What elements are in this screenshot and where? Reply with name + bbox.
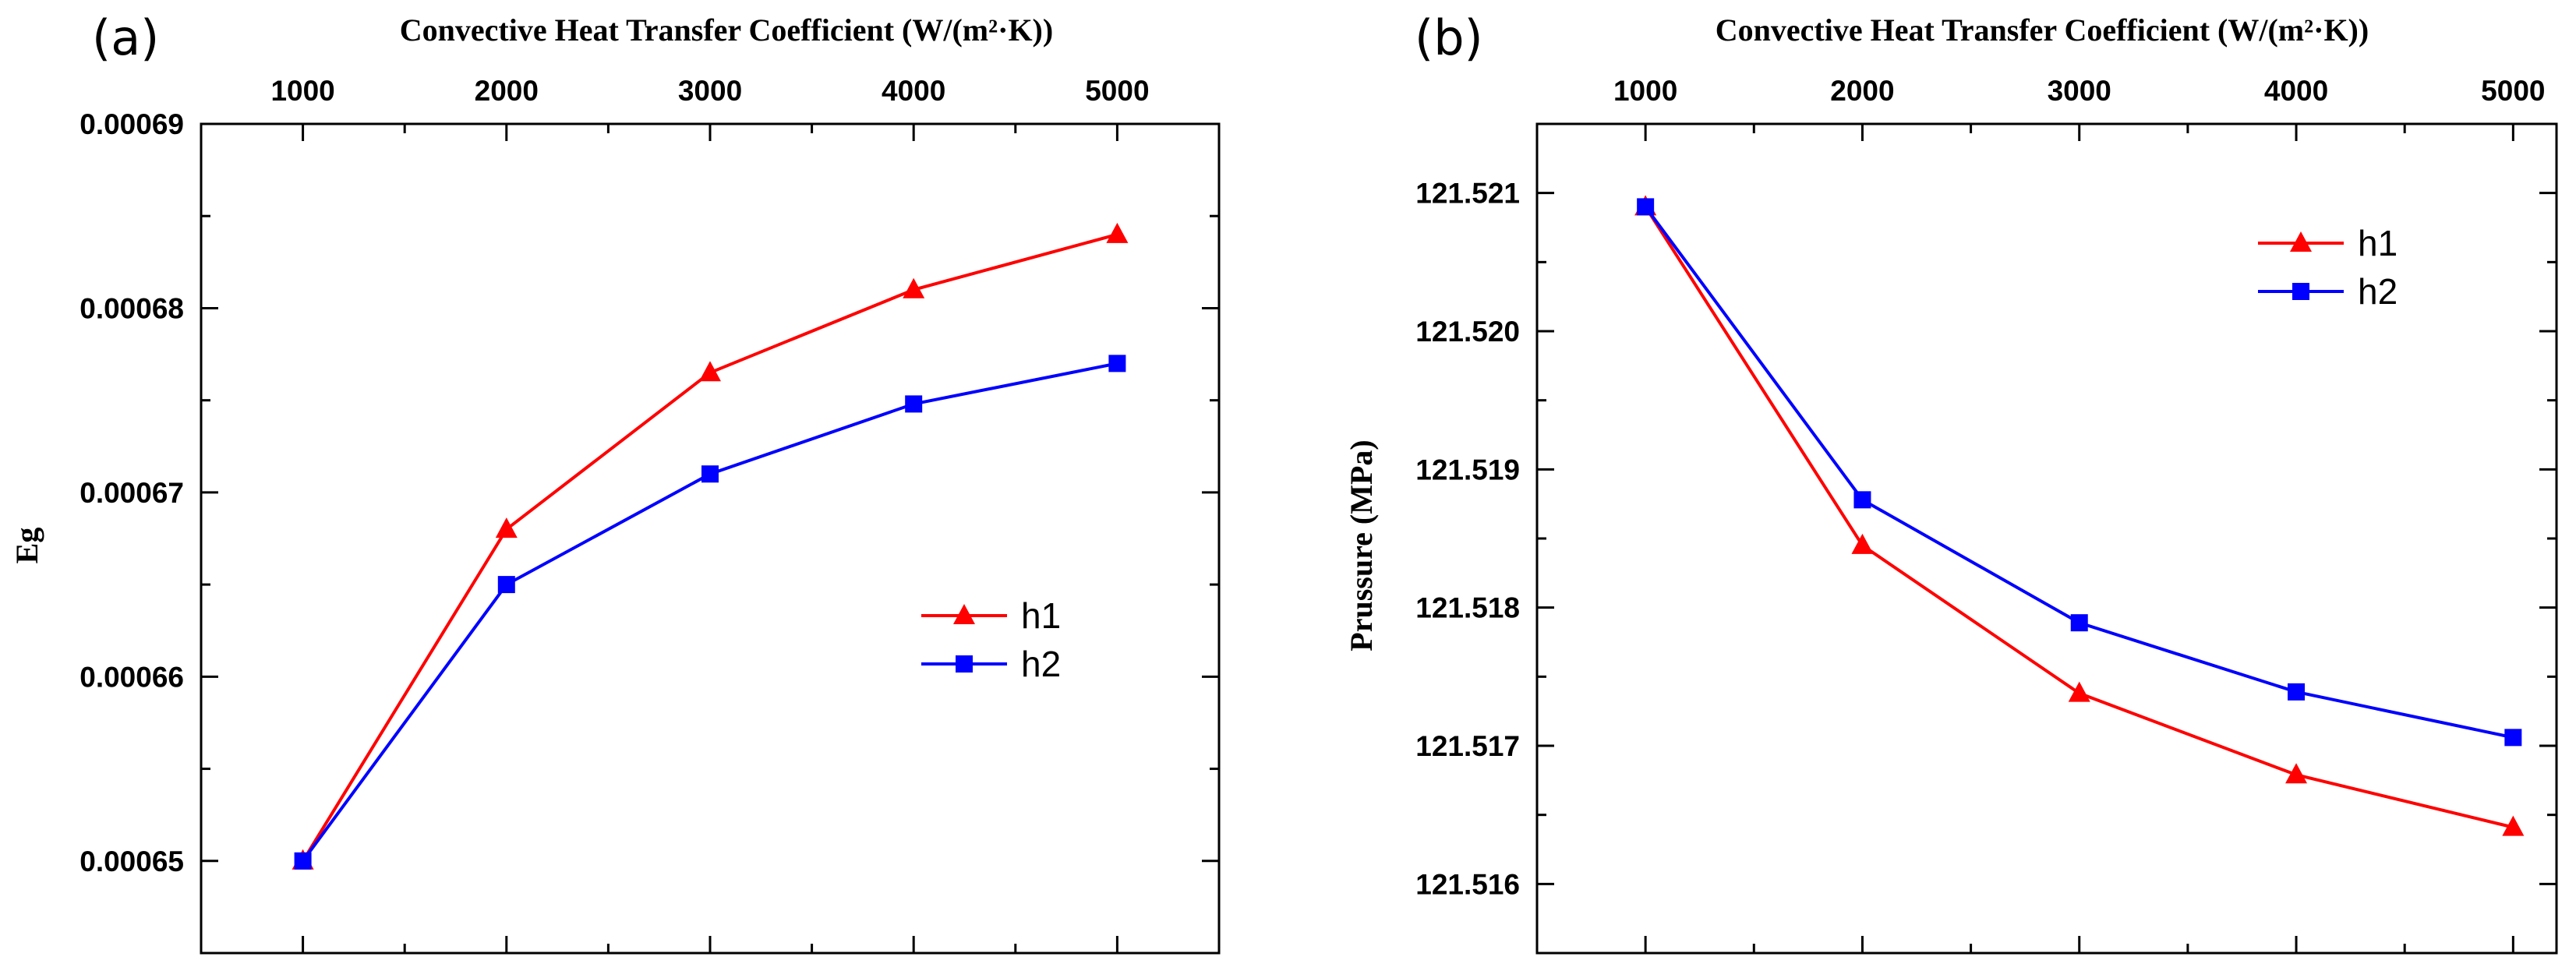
- panel-b-x-axis-title: Convective Heat Transfer Coefficient (W/…: [1716, 12, 2369, 48]
- data-point-h1: [2502, 815, 2525, 836]
- data-point-h2: [2288, 683, 2306, 701]
- panel-b-x-tick-label: 3000: [2048, 75, 2111, 107]
- panel-b-x-tick-labels: 1000 2000 3000 4000 5000: [1613, 75, 2546, 107]
- data-point-h1: [495, 517, 518, 538]
- panel-a: (a) Convective Heat Transfer Coefficient…: [9, 9, 1221, 955]
- data-point-h2: [701, 465, 719, 483]
- panel-b-ticks: [1537, 124, 2557, 953]
- panel-a-y-tick-labels: 0.00065 0.00066 0.00067 0.00068 0.00069: [80, 108, 184, 877]
- data-point-h2: [1637, 198, 1655, 216]
- panel-a-y-tick-label: 0.00068: [80, 292, 184, 324]
- panel-b-legend-label-h1: h1: [2358, 223, 2398, 263]
- data-point-h1: [1851, 533, 1874, 554]
- panel-b-y-tick-label: 121.519: [1415, 454, 1520, 485]
- panel-b-legend-label-h2: h2: [2358, 271, 2398, 312]
- panel-a-x-axis-title: Convective Heat Transfer Coefficient (W/…: [400, 12, 1053, 48]
- data-point-h2: [294, 852, 312, 870]
- panel-a-legend-label-h1: h1: [1021, 595, 1061, 636]
- panel-a-y-tick-label: 0.00069: [80, 108, 184, 140]
- panel-b-x-tick-label: 2000: [1830, 75, 1894, 107]
- legend-marker-h1: [953, 604, 975, 624]
- panel-b: (b) Convective Heat Transfer Coefficient…: [1344, 9, 2558, 955]
- panel-b-legend: h1 h2: [2258, 223, 2398, 312]
- legend-marker-h2: [956, 655, 973, 673]
- data-point-h1: [2285, 763, 2308, 784]
- panel-a-x-tick-label: 1000: [270, 75, 334, 107]
- data-point-h2: [1853, 491, 1871, 509]
- panel-b-y-tick-label: 121.518: [1415, 592, 1520, 624]
- panel-a-series: [292, 222, 1129, 870]
- panel-a-y-tick-label: 0.00067: [80, 477, 184, 509]
- data-point-h1: [2068, 681, 2090, 702]
- series-line-h1: [301, 232, 1118, 862]
- panel-b-y-tick-label: 121.521: [1415, 178, 1520, 210]
- legend-marker-h1: [2290, 231, 2312, 252]
- data-point-h1: [699, 361, 721, 382]
- data-point-h2: [2070, 614, 2088, 632]
- panel-a-legend-label-h2: h2: [1021, 644, 1061, 684]
- data-point-h1: [1106, 222, 1129, 243]
- panel-a-y-tick-label: 0.00066: [80, 661, 184, 693]
- data-point-h2: [1108, 355, 1126, 372]
- panel-b-label: (b): [1415, 9, 1483, 66]
- panel-b-y-tick-label: 121.517: [1415, 730, 1520, 762]
- panel-b-y-axis-title: Prussure (MPa): [1344, 440, 1379, 651]
- series-line-h2: [301, 362, 1118, 862]
- data-point-h1: [903, 277, 925, 298]
- panel-b-series: [1634, 195, 2525, 836]
- panel-b-plot-frame: [1535, 122, 2558, 955]
- panel-a-x-tick-label: 2000: [475, 75, 539, 107]
- panel-b-x-tick-label: 5000: [2481, 75, 2545, 107]
- panel-a-y-tick-label: 0.00065: [80, 846, 184, 877]
- panel-b-y-tick-labels: 121.516 121.517 121.518 121.519 121.520 …: [1415, 178, 1520, 901]
- panel-b-y-tick-label: 121.516: [1415, 868, 1520, 900]
- legend-marker-h2: [2292, 283, 2309, 300]
- panel-a-legend: h1 h2: [921, 595, 1061, 684]
- data-point-h2: [497, 576, 515, 594]
- panel-a-x-tick-label: 4000: [882, 75, 945, 107]
- panel-b-x-tick-label: 4000: [2264, 75, 2328, 107]
- panel-a-x-tick-label: 3000: [678, 75, 742, 107]
- panel-a-x-tick-labels: 1000 2000 3000 4000 5000: [270, 75, 1149, 107]
- panel-b-x-tick-label: 1000: [1613, 75, 1677, 107]
- panel-b-y-tick-label: 121.520: [1415, 316, 1520, 348]
- panel-a-x-tick-label: 5000: [1085, 75, 1149, 107]
- data-point-h2: [905, 395, 923, 413]
- panel-a-y-axis-title: Eg: [9, 528, 44, 564]
- panel-a-ticks: [201, 122, 1219, 953]
- data-point-h2: [2504, 729, 2522, 747]
- panel-a-label: (a): [92, 9, 159, 66]
